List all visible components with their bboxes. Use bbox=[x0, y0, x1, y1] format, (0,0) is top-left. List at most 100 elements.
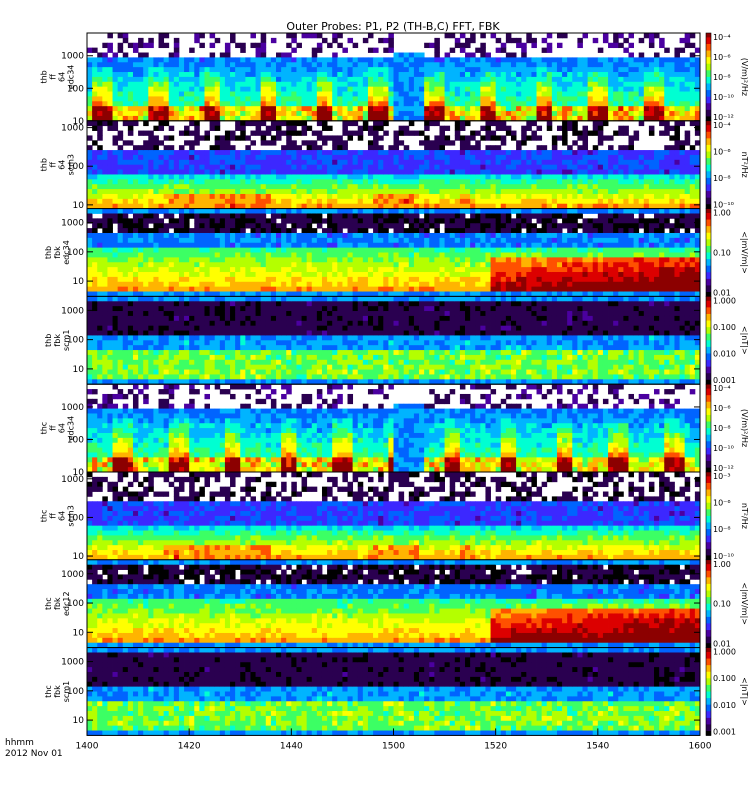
panel-7: 10 100 1000 thc fbk edc12 1.00 0.10 0.01 <|mV/m|> bbox=[44, 559, 749, 649]
time-tick-label: 1440 bbox=[280, 741, 303, 751]
y-axis-label: edc34 bbox=[67, 416, 76, 441]
colorbar-tick-label: 1.000 bbox=[713, 296, 736, 305]
colorbar-tick-label: 1.000 bbox=[713, 648, 736, 657]
panel-6: 10 100 1000 thc ff 64 scm3 10⁻³ 10⁻⁶ 10⁻⁸ 10⁻¹⁰ nT²… bbox=[40, 471, 749, 562]
colorbar-3: 1.00 0.10 0.01 <|mV/m|> bbox=[705, 208, 749, 297]
y-tick-label: 1000 bbox=[61, 124, 84, 134]
colorbar-4: 1.000 0.100 0.010 0.001 <|nT|> bbox=[705, 296, 749, 385]
time-tick-label: 1500 bbox=[382, 741, 405, 751]
time-tick-label: 1520 bbox=[484, 741, 507, 751]
colorbar-tick-label: 10⁻¹⁰ bbox=[713, 444, 734, 453]
y-axis-label: thb bbox=[44, 334, 53, 347]
y-axis-label: 64 bbox=[58, 160, 67, 170]
colorbar-label: <|nT|> bbox=[740, 677, 749, 706]
colorbar-label: (V/m)²/Hz bbox=[740, 58, 749, 96]
time-label-units: hhmm bbox=[5, 738, 34, 748]
panel-4: 10 100 1000 thb fbk scm1 1.000 0.100 0.010 0.001 <… bbox=[44, 295, 749, 385]
colorbar-2: 10⁻⁴ 10⁻⁶ 10⁻⁸ 10⁻¹⁰ nT²/Hz bbox=[705, 120, 749, 210]
colorbar-tick-label: 0.001 bbox=[713, 727, 736, 736]
colorbar-tick-label: 10⁻⁸ bbox=[713, 174, 731, 183]
colorbar-tick-label: 1.00 bbox=[713, 209, 731, 218]
colorbar-tick-label: 10⁻⁸ bbox=[713, 424, 731, 433]
y-tick-label: 100 bbox=[67, 513, 84, 523]
colorbar-label: (V/m)²/Hz bbox=[740, 409, 749, 447]
spectrogram-5 bbox=[87, 384, 701, 473]
time-label-date: 2012 Nov 01 bbox=[5, 749, 63, 759]
y-axis-label: thc bbox=[40, 422, 49, 435]
y-tick-label: 1000 bbox=[61, 219, 84, 229]
y-tick-label: 100 bbox=[67, 84, 84, 94]
figure-title: Outer Probes: P1, P2 (TH-B,C) FFT, FBK bbox=[286, 20, 500, 33]
y-tick-label: 1000 bbox=[61, 658, 84, 668]
y-axis-label: ff bbox=[49, 513, 58, 519]
y-tick-label: 10 bbox=[73, 365, 85, 375]
spectrogram-2 bbox=[87, 120, 701, 209]
y-axis-label: fbk bbox=[53, 597, 62, 610]
y-axis-label: fbk bbox=[53, 246, 62, 259]
y-tick-label: 100 bbox=[67, 599, 84, 609]
y-axis-label: 64 bbox=[58, 511, 67, 521]
spectrogram-4 bbox=[87, 296, 701, 385]
y-axis-label: edc34 bbox=[62, 240, 71, 265]
colorbar-tick-label: 0.010 bbox=[713, 701, 736, 710]
colorbar-5: 10⁻⁴ 10⁻⁶ 10⁻⁸ 10⁻¹⁰ 10⁻¹² (V/m)²/Hz bbox=[705, 383, 749, 473]
spectrogram-7 bbox=[87, 559, 701, 648]
y-tick-label: 100 bbox=[67, 248, 84, 258]
colorbar-tick-label: 10⁻⁸ bbox=[713, 525, 731, 534]
colorbar-tick-label: 10⁻⁴ bbox=[713, 121, 731, 130]
y-tick-label: 10 bbox=[73, 117, 85, 127]
y-tick-label: 10 bbox=[73, 716, 85, 726]
colorbar-tick-label: 0.01 bbox=[713, 288, 731, 297]
colorbar-7: 1.00 0.10 0.01 <|mV/m|> bbox=[705, 559, 749, 649]
panel-8: 10 100 1000 thc fbk scm1 1.000 0.100 0.010 0.001 <… bbox=[44, 647, 749, 736]
y-tick-label: 10 bbox=[73, 552, 85, 562]
colorbar-tick-label: 10⁻¹⁰ bbox=[713, 201, 734, 210]
colorbar-label: nT²/Hz bbox=[740, 503, 749, 529]
y-tick-label: 100 bbox=[67, 162, 84, 172]
y-tick-label: 100 bbox=[67, 435, 84, 445]
y-tick-label: 100 bbox=[67, 687, 84, 697]
colorbar-label: <|mV/m|> bbox=[740, 231, 749, 274]
y-tick-label: 1000 bbox=[61, 52, 84, 62]
colorbar-tick-label: 10⁻⁶ bbox=[713, 499, 731, 508]
y-axis-label: fbk bbox=[53, 334, 62, 347]
y-axis-label: thb bbox=[44, 246, 53, 259]
y-tick-label: 1000 bbox=[61, 306, 84, 316]
colorbar-tick-label: 10⁻¹² bbox=[713, 113, 734, 122]
panel-3: 10 100 1000 thb fbk edc34 1.00 0.10 0.01 <|mV/m|> bbox=[44, 208, 749, 297]
spectrogram-8 bbox=[87, 647, 701, 736]
y-axis-label: scm1 bbox=[62, 681, 71, 702]
y-axis-label: ff bbox=[49, 74, 58, 80]
y-tick-label: 1000 bbox=[61, 570, 84, 580]
colorbar-label: <|nT|> bbox=[740, 326, 749, 355]
y-tick-label: 10 bbox=[73, 201, 85, 211]
colorbar-label: <|mV/m|> bbox=[740, 582, 749, 625]
colorbar-tick-label: 10⁻⁶ bbox=[713, 53, 731, 62]
y-axis-label: thb bbox=[40, 158, 49, 171]
time-tick-label: 1600 bbox=[689, 741, 712, 751]
colorbar-tick-label: 10⁻⁶ bbox=[713, 404, 731, 413]
colorbar-tick-label: 0.10 bbox=[713, 600, 731, 609]
y-axis-label: scm1 bbox=[62, 330, 71, 351]
colorbar-tick-label: 0.100 bbox=[713, 674, 736, 683]
spectrogram-6 bbox=[87, 472, 701, 561]
y-axis-label: fbk bbox=[53, 685, 62, 698]
y-axis-label: edc12 bbox=[62, 591, 71, 616]
time-tick-label: 1420 bbox=[178, 741, 201, 751]
y-axis-label: thc bbox=[40, 510, 49, 523]
y-tick-label: 1000 bbox=[61, 403, 84, 413]
colorbar-tick-label: 0.100 bbox=[713, 323, 736, 332]
y-axis-label: ff bbox=[49, 425, 58, 431]
colorbar-tick-label: 0.01 bbox=[713, 640, 731, 649]
colorbar-8: 1.000 0.100 0.010 0.001 <|nT|> bbox=[705, 647, 749, 736]
y-axis-label: ff bbox=[49, 161, 58, 167]
y-axis-label: thc bbox=[44, 597, 53, 610]
colorbar-tick-label: 10⁻⁶ bbox=[713, 147, 731, 156]
y-axis-label: scm3 bbox=[67, 505, 76, 526]
colorbar-6: 10⁻³ 10⁻⁶ 10⁻⁸ 10⁻¹⁰ nT²/Hz bbox=[705, 471, 749, 561]
colorbar-tick-label: 0.10 bbox=[713, 249, 731, 258]
